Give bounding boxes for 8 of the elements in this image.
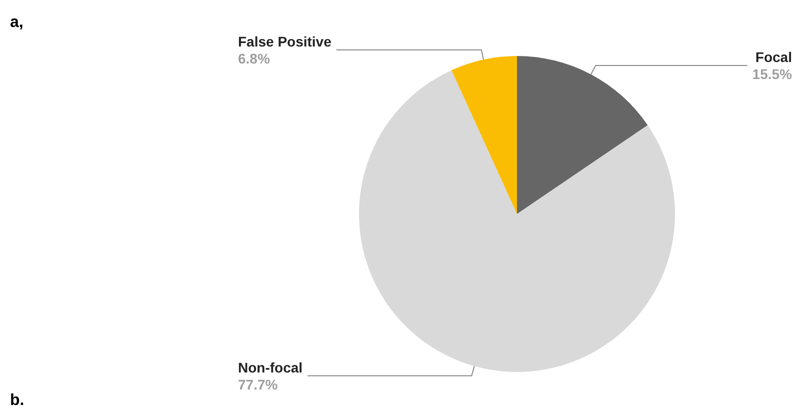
slice-label: Focal: [755, 49, 792, 66]
data-label: 77.7%: [238, 376, 278, 392]
text: b.: [10, 392, 24, 410]
data-label: 15.5%: [752, 66, 792, 82]
slice-label: Non-focal: [238, 359, 303, 376]
slice-label: False Positive: [238, 33, 332, 50]
data-label: 6.8%: [238, 50, 270, 66]
text: a,: [10, 14, 24, 32]
